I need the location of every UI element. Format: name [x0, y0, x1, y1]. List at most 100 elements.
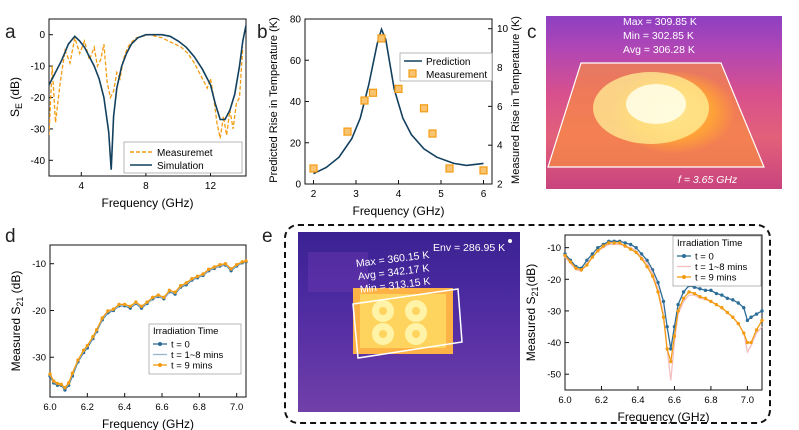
data-point-t-9-mins	[650, 274, 655, 278]
thermal-image-c: Max = 309.85 K Min = 302.85 K Avg = 306.…	[546, 16, 782, 189]
legend-label: t = 9 mins	[695, 273, 737, 284]
data-point-t-9-mins	[676, 309, 680, 313]
hot-spot-core	[626, 84, 686, 124]
chart-e: 6.0 6.2 6.4 6.6 6.8 7.0 -10 -20 -30 -40 -50 Frequen…	[524, 234, 764, 424]
data-point-t-9-mins	[128, 304, 132, 308]
x-tick-label: 6.6	[668, 395, 681, 406]
data-point-t-9-mins	[754, 328, 759, 332]
data-point-t-9-mins	[681, 296, 686, 300]
legend-label: t = 9 mins	[171, 361, 213, 372]
data-point-t-9-mins	[212, 265, 216, 269]
data-point-t-0	[623, 241, 627, 245]
chart-d: 6.0 6.2 6.4 6.6 6.8 7.0 -10 -20 -30 Frequency (GH…	[9, 244, 248, 430]
data-point-t-0	[665, 325, 669, 329]
data-point-t-0	[760, 309, 764, 313]
legend-label-simulation: Simulation	[157, 161, 204, 172]
data-point-measurement	[343, 127, 352, 136]
data-point-t-9-mins	[672, 334, 677, 338]
y-tick-label: -40	[547, 338, 561, 349]
y-tick-label: -30	[547, 306, 561, 317]
chart-a: 4 8 12 0 -10 -20 -30 -40 Frequency (GHz) SE (dB) M…	[8, 18, 247, 210]
y-axis-label: Measured S21 (dB)	[9, 271, 25, 372]
data-point-t-0	[703, 288, 708, 293]
data-point-t-9-mins	[85, 343, 90, 348]
data-point-t-0	[731, 298, 735, 302]
data-point-t-9-mins	[234, 262, 239, 267]
data-point-t-9-mins	[725, 310, 730, 315]
y-tick-label: -10	[32, 259, 46, 270]
panel-letter-c: c	[527, 22, 537, 43]
data-point-t-9-mins	[585, 263, 589, 267]
data-point-t-9-mins	[574, 266, 578, 270]
data-point-t-9-mins	[639, 257, 644, 261]
data-point-measurement	[368, 88, 378, 97]
data-point-t-0	[585, 258, 589, 263]
x-tick-label: 6.8	[704, 395, 717, 406]
data-point-t-0	[714, 291, 719, 296]
y-tick-label: 0	[295, 180, 301, 191]
data-point-t-0	[698, 287, 702, 291]
x-tick-label: 6.6	[155, 402, 168, 413]
plot-area	[49, 25, 246, 170]
data-point-t-0	[745, 318, 750, 323]
data-point-t-9-mins	[106, 309, 110, 313]
data-point-t-9-mins	[206, 267, 211, 272]
legend-label: t = 1~8 mins	[171, 350, 224, 361]
y2-tick-label: 8	[497, 63, 503, 74]
data-point-t-9-mins	[156, 293, 160, 297]
data-point-t-0	[709, 288, 713, 293]
x-tick-label: 6.2	[595, 395, 608, 406]
data-point-t-9-mins	[201, 272, 205, 276]
data-point-t-9-mins	[736, 321, 740, 326]
data-point-measurement	[377, 34, 386, 43]
data-point-measurement	[428, 129, 437, 138]
data-point-t-9-mins	[100, 316, 104, 320]
y2-tick-label: 6	[497, 102, 503, 113]
hot-ring-center	[412, 307, 420, 315]
data-point-t-9-mins	[111, 307, 116, 311]
data-point-t-9-mins	[134, 300, 138, 304]
data-point-t-9-mins	[601, 244, 606, 248]
data-point-measurement	[479, 166, 488, 175]
panel-letter-e: e	[262, 226, 273, 247]
data-point-t-9-mins	[52, 379, 56, 383]
data-point-t-0	[661, 299, 666, 304]
data-point-t-9-mins	[184, 281, 188, 285]
data-point-t-9-mins	[229, 267, 233, 271]
legend-label-prediction: Prediction	[426, 57, 470, 68]
data-point-t-0	[645, 258, 649, 263]
y-tick-label: 60	[290, 56, 302, 67]
data-point-t-9-mins	[692, 291, 697, 296]
y-tick-label: -40	[31, 156, 46, 167]
data-point-measurement	[309, 164, 318, 173]
data-point-t-9-mins	[59, 382, 63, 387]
data-point-t-9-mins	[703, 296, 708, 300]
y2-tick-label: 2	[497, 180, 503, 191]
data-point-t-9-mins	[607, 241, 611, 245]
data-point-t-9-mins	[223, 262, 228, 266]
series-line-prediction	[313, 26, 484, 175]
y-tick-label: -10	[547, 243, 561, 254]
data-point-t-9-mins	[178, 283, 183, 288]
thermal-image-e: Env = 286.95 K Max = 360.15 K Avg = 342.…	[298, 232, 520, 412]
data-point-t-0	[720, 293, 724, 297]
hot-ring-center	[379, 307, 387, 315]
data-point-t-9-mins	[714, 302, 719, 307]
legend-marker	[682, 254, 686, 258]
data-point-t-9-mins	[656, 290, 660, 294]
data-point-t-9-mins	[645, 264, 649, 269]
thermal-c-frequency: f = 3.65 GHz	[678, 174, 738, 186]
hot-ring-center	[379, 330, 387, 338]
data-point-t-0	[754, 312, 759, 316]
data-point-t-9-mins	[162, 295, 166, 300]
y-tick-label: 80	[290, 15, 302, 26]
thermal-c-min: Min = 302.85 K	[623, 30, 694, 42]
y-axis-label: Measured S21(dB)	[524, 264, 540, 361]
data-point-t-9-mins	[568, 260, 573, 264]
y-tick-label: -30	[31, 124, 46, 135]
y-axis-label: Predicted Rise in Temperature (K)	[268, 17, 280, 182]
legend-label-measuremet: Measuremet	[157, 148, 213, 159]
x-tick-label: 7.0	[741, 395, 754, 406]
legend-label-measurement: Measurement	[426, 70, 487, 81]
